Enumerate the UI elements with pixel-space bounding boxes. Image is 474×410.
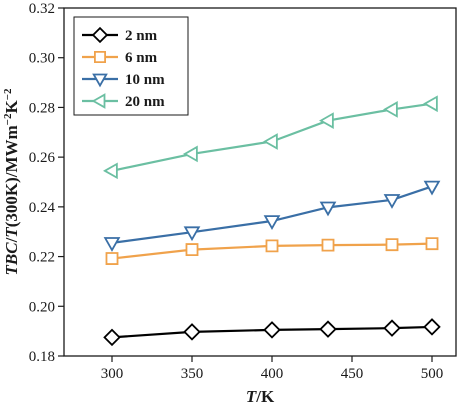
data-point-6-nm bbox=[385, 238, 399, 252]
legend-label: 6 nm bbox=[125, 50, 158, 66]
legend: 2 nm 6 nm 10 nm 20 nm bbox=[73, 16, 189, 116]
data-point-20-nm bbox=[263, 133, 278, 150]
legend-marker bbox=[91, 93, 106, 109]
x-tick-label: 350 bbox=[181, 366, 204, 382]
data-point-20-nm bbox=[319, 112, 334, 129]
legend-item-20-nm: 20 nm bbox=[82, 93, 165, 110]
series-layer bbox=[103, 95, 441, 347]
x-axis: 300 350 400 450 500 bbox=[101, 356, 444, 382]
data-point-6-nm bbox=[105, 252, 119, 265]
legend-item-2-nm: 2 nm bbox=[82, 26, 158, 44]
y-tick-label: 0.20 bbox=[29, 299, 55, 315]
y-axis: 0.18 0.20 0.22 0.24 0.26 0.28 0.30 0.32 bbox=[29, 1, 64, 365]
x-tick-label: 400 bbox=[261, 366, 284, 382]
series-line-10-nm bbox=[111, 185, 433, 244]
legend-box bbox=[73, 16, 189, 116]
y-tick-label: 0.26 bbox=[29, 150, 56, 166]
data-point-2-nm bbox=[263, 321, 281, 339]
series-20-nm bbox=[103, 95, 438, 180]
legend-label: 10 nm bbox=[125, 72, 165, 88]
y-axis-title: TBC/T(300K)/MWm−2K−2 bbox=[2, 88, 21, 275]
x-tick-label: 500 bbox=[421, 366, 444, 382]
data-point-10-nm bbox=[103, 237, 121, 252]
plot-frame bbox=[63, 7, 457, 357]
legend-item-6-nm: 6 nm bbox=[82, 50, 158, 66]
data-point-20-nm bbox=[183, 145, 198, 163]
y-tick-label: 0.22 bbox=[29, 250, 55, 266]
data-point-20-nm bbox=[383, 101, 398, 118]
legend-marker bbox=[91, 26, 109, 44]
x-axis-title: T/K bbox=[246, 387, 275, 406]
data-point-10-nm bbox=[183, 226, 201, 242]
data-point-20-nm bbox=[103, 162, 118, 180]
y-tick-label: 0.18 bbox=[29, 349, 55, 365]
series-line-20-nm bbox=[111, 102, 433, 172]
data-point-2-nm bbox=[319, 320, 337, 338]
legend-item-10-nm: 10 nm bbox=[82, 72, 165, 88]
data-point-2-nm bbox=[183, 323, 201, 341]
series-line-6-nm bbox=[111, 242, 433, 260]
x-tick-label: 450 bbox=[341, 366, 364, 382]
series-2-nm bbox=[103, 318, 441, 347]
data-point-10-nm bbox=[383, 194, 401, 209]
data-point-6-nm bbox=[265, 239, 279, 253]
data-point-10-nm bbox=[319, 201, 337, 217]
legend-marker bbox=[92, 73, 108, 88]
y-tick-label: 0.24 bbox=[29, 200, 56, 216]
data-point-2-nm bbox=[383, 319, 401, 337]
data-point-20-nm bbox=[423, 95, 438, 113]
data-point-6-nm bbox=[425, 237, 439, 251]
data-point-6-nm bbox=[185, 243, 199, 257]
series-10-nm bbox=[103, 180, 441, 252]
y-tick-label: 0.28 bbox=[29, 100, 55, 116]
y-tick-label: 0.32 bbox=[29, 1, 55, 17]
legend-label: 20 nm bbox=[125, 94, 165, 110]
legend-label: 2 nm bbox=[125, 28, 158, 44]
data-point-2-nm bbox=[423, 318, 441, 336]
legend-marker bbox=[94, 51, 106, 63]
data-point-2-nm bbox=[103, 328, 121, 347]
series-6-nm bbox=[105, 237, 439, 265]
data-point-6-nm bbox=[321, 238, 335, 252]
x-tick-label: 300 bbox=[101, 366, 124, 382]
data-point-10-nm bbox=[263, 215, 281, 230]
y-tick-label: 0.30 bbox=[29, 51, 55, 67]
data-point-10-nm bbox=[423, 180, 441, 196]
